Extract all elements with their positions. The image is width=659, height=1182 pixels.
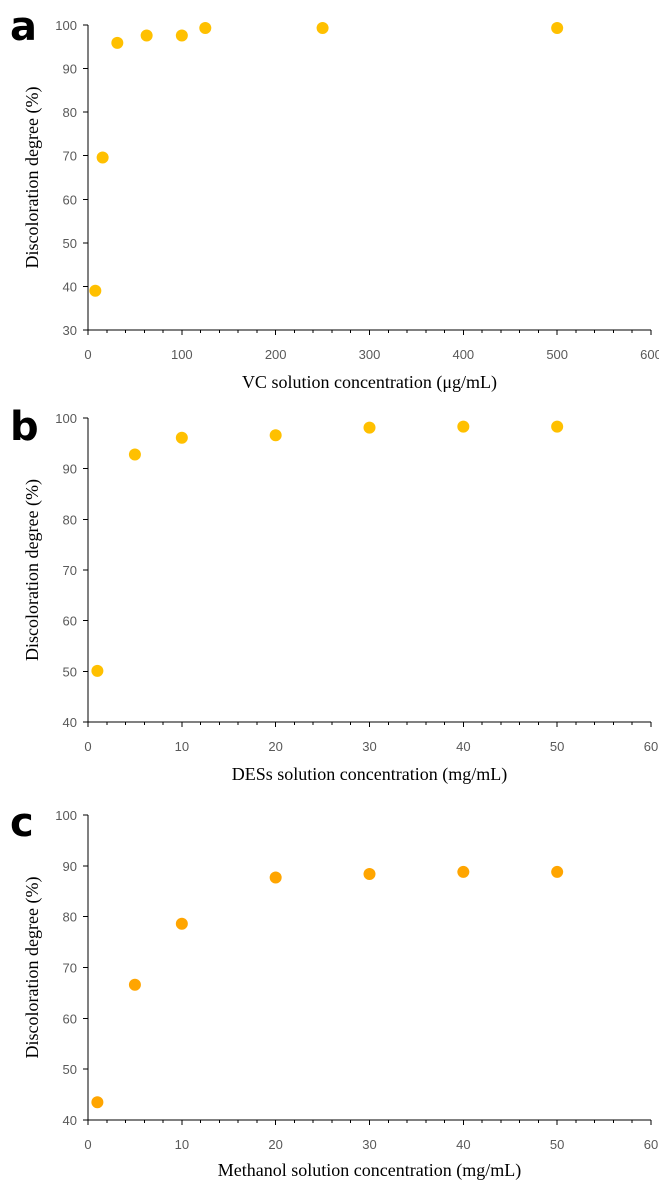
y-tick-label: 60 bbox=[63, 614, 77, 629]
data-point bbox=[175, 431, 188, 444]
y-tick-label: 100 bbox=[55, 808, 77, 823]
x-tick-label: 100 bbox=[171, 347, 193, 362]
data-point bbox=[199, 22, 212, 35]
y-tick-label: 100 bbox=[55, 411, 77, 426]
y-tick-label: 90 bbox=[63, 859, 77, 874]
x-tick-label: 600 bbox=[640, 347, 659, 362]
y-tick-label: 40 bbox=[63, 1113, 77, 1128]
chart-panel-a: 30 40 50 60 70 80 90 100 0 100 200 300 400 500 600 a VC … bbox=[10, 4, 659, 393]
data-point bbox=[111, 36, 124, 49]
y-tick-label: 80 bbox=[63, 910, 77, 925]
data-point bbox=[363, 867, 376, 880]
y-tick-label: 60 bbox=[63, 192, 77, 207]
x-tick-label: 30 bbox=[362, 739, 376, 754]
data-point bbox=[96, 151, 109, 164]
data-point bbox=[140, 29, 153, 42]
y-tick-label: 80 bbox=[63, 512, 77, 527]
data-point bbox=[91, 1096, 104, 1109]
x-tick-label: 500 bbox=[546, 347, 568, 362]
x-axis-title: DESs solution concentration (mg/mL) bbox=[232, 764, 507, 785]
data-point bbox=[457, 865, 470, 878]
y-axis-title: Discoloration degree (%) bbox=[22, 479, 43, 661]
x-tick-label: 40 bbox=[456, 739, 470, 754]
x-tick-label: 20 bbox=[268, 1137, 282, 1152]
panel-label: b bbox=[10, 404, 39, 450]
x-tick-label: 0 bbox=[84, 347, 91, 362]
x-tick-label: 0 bbox=[84, 1137, 91, 1152]
data-point bbox=[551, 420, 564, 433]
y-axis-title: Discoloration degree (%) bbox=[22, 877, 43, 1059]
y-tick-label: 90 bbox=[63, 462, 77, 477]
data-point bbox=[551, 865, 564, 878]
y-tick-label: 70 bbox=[63, 149, 77, 164]
y-axis-title: Discoloration degree (%) bbox=[22, 87, 43, 269]
chart-panel-b: 40 50 60 70 80 90 100 0 10 20 30 40 50 60 b DESs soluti… bbox=[10, 404, 658, 785]
x-tick-label: 50 bbox=[550, 739, 564, 754]
x-tick-label: 10 bbox=[175, 739, 189, 754]
x-tick-label: 40 bbox=[456, 1137, 470, 1152]
x-tick-label: 300 bbox=[359, 347, 381, 362]
x-tick-label: 30 bbox=[362, 1137, 376, 1152]
panel-label: c bbox=[10, 800, 34, 846]
x-tick-label: 0 bbox=[84, 739, 91, 754]
y-tick-label: 80 bbox=[63, 105, 77, 120]
data-point bbox=[175, 917, 188, 930]
y-tick-label: 40 bbox=[63, 279, 77, 294]
x-axis-title: VC solution concentration (μg/mL) bbox=[242, 372, 497, 393]
data-point bbox=[175, 29, 188, 42]
data-point bbox=[551, 22, 564, 35]
x-tick-label: 400 bbox=[452, 347, 474, 362]
y-tick-label: 70 bbox=[63, 961, 77, 976]
x-tick-label: 200 bbox=[265, 347, 287, 362]
x-tick-label: 10 bbox=[175, 1137, 189, 1152]
y-tick-label: 70 bbox=[63, 563, 77, 578]
data-point bbox=[269, 871, 282, 884]
x-tick-label: 60 bbox=[644, 1137, 658, 1152]
data-point bbox=[128, 978, 141, 991]
data-point bbox=[89, 284, 102, 297]
y-tick-label: 50 bbox=[63, 664, 77, 679]
data-point bbox=[91, 664, 104, 677]
data-point bbox=[316, 22, 329, 35]
x-axis-title: Methanol solution concentration (mg/mL) bbox=[218, 1160, 521, 1181]
y-tick-label: 50 bbox=[63, 236, 77, 251]
x-tick-label: 60 bbox=[644, 739, 658, 754]
chart-panel-c: 40 50 60 70 80 90 100 0 10 20 30 40 50 60 c Methanol so… bbox=[10, 800, 658, 1181]
y-tick-label: 90 bbox=[63, 62, 77, 77]
x-tick-label: 50 bbox=[550, 1137, 564, 1152]
x-tick-label: 20 bbox=[268, 739, 282, 754]
y-tick-label: 40 bbox=[63, 715, 77, 730]
data-point bbox=[128, 448, 141, 461]
y-tick-label: 60 bbox=[63, 1011, 77, 1026]
data-point bbox=[363, 421, 376, 434]
panel-label: a bbox=[10, 4, 37, 50]
y-tick-label: 50 bbox=[63, 1062, 77, 1077]
y-tick-label: 100 bbox=[55, 18, 77, 33]
y-tick-label: 30 bbox=[63, 323, 77, 338]
data-point bbox=[457, 420, 470, 433]
data-point bbox=[269, 429, 282, 442]
